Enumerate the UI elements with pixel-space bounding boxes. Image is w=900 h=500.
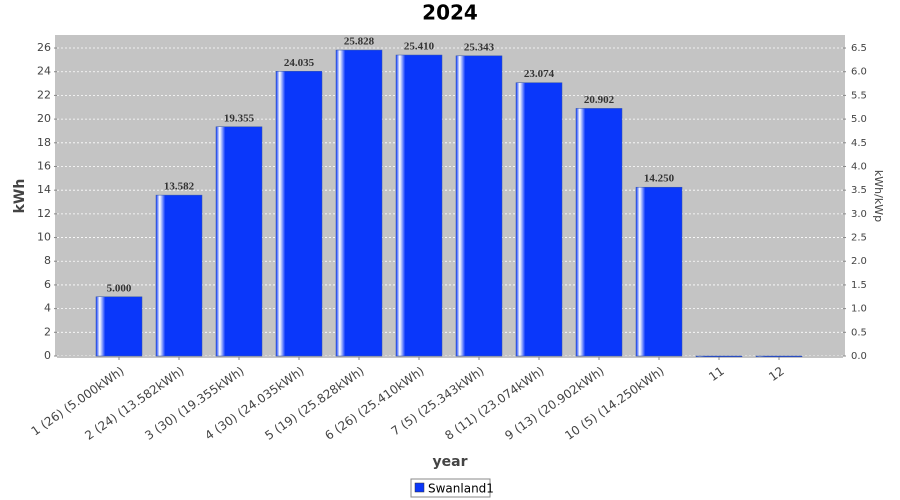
x-tick-label: 8 (11) (23.074kWh) [442,364,546,443]
bar [215,126,263,357]
x-tick-label: 3 (30) (19.355kWh) [142,364,246,443]
y-tick-label: 20 [37,112,51,125]
x-tick-label: 11 [706,364,727,384]
bar [635,186,683,357]
y-tick-label: 18 [37,136,51,149]
bar [155,194,203,357]
legend-box [410,478,491,498]
bar [455,55,503,357]
x-tick-label: 4 (30) (24.035kWh) [202,364,306,443]
y2-tick-label: 6.5 [851,43,867,54]
y-tick-label: 24 [37,65,51,78]
y-tick-label: 6 [44,278,51,291]
value-label: 25.828 [344,36,375,48]
bar [575,108,623,357]
x-axis-label: year [433,454,468,470]
y2-tick-label: 1.0 [851,304,867,315]
value-label: 25.410 [404,41,435,53]
value-label: 23.074 [524,68,555,80]
y-tick-label: 22 [37,88,51,101]
y-tick-label: 16 [37,159,51,172]
y2-tick-label: 0.0 [851,351,867,362]
y2-tick-label: 4.5 [851,138,867,149]
value-label: 14.250 [644,173,675,185]
y-tick-label: 8 [44,254,51,267]
bar [95,296,143,357]
y-tick-label: 10 [37,231,51,244]
legend-swatch [414,482,425,493]
y-tick-label: 14 [37,183,51,196]
value-label: 19.355 [224,112,255,124]
bar [335,49,383,357]
value-label: 5.000 [107,282,132,294]
x-tick-label: 9 (13) (20.902kWh) [502,364,606,443]
value-label: 13.582 [164,181,195,193]
y2-tick-label: 3.5 [851,185,867,196]
y2-tick-label: 1.5 [851,280,867,291]
x-tick-label: 5 (19) (25.828kWh) [262,364,366,443]
y2-tick-label: 5.0 [851,114,867,125]
y2-tick-label: 0.5 [851,327,867,338]
bar [695,355,743,358]
y2-axis-label: kWh/kWp [872,170,885,222]
value-label: 20.902 [584,94,615,106]
y-tick-label: 12 [37,207,51,220]
bar [275,71,323,357]
y2-tick-label: 4.0 [851,161,867,172]
value-label: 24.035 [284,57,315,69]
x-tick-label: 12 [766,364,787,384]
y-tick-label: 26 [37,41,51,54]
y-tick-label: 4 [44,302,51,315]
x-tick-label: 2 (24) (13.582kWh) [82,364,186,443]
y2-tick-label: 2.0 [851,256,867,267]
chart-title: 2024 [422,1,478,25]
y2-tick-label: 5.5 [851,90,867,101]
y2-tick-label: 3.0 [851,209,867,220]
legend-label: Swanland1 [428,482,494,496]
y-axis-label: kWh [12,179,28,214]
y-tick-label: 2 [44,325,51,338]
bar [395,54,443,357]
y2-tick-label: 2.5 [851,233,867,244]
x-tick-label: 10 (5) (14.250kWh) [562,364,666,443]
y2-tick-label: 6.0 [851,67,867,78]
y-tick-label: 0 [44,349,51,362]
bar [515,82,563,357]
x-tick-label: 6 (26) (25.410kWh) [322,364,426,443]
value-label: 25.343 [464,41,495,53]
bar [755,355,803,358]
